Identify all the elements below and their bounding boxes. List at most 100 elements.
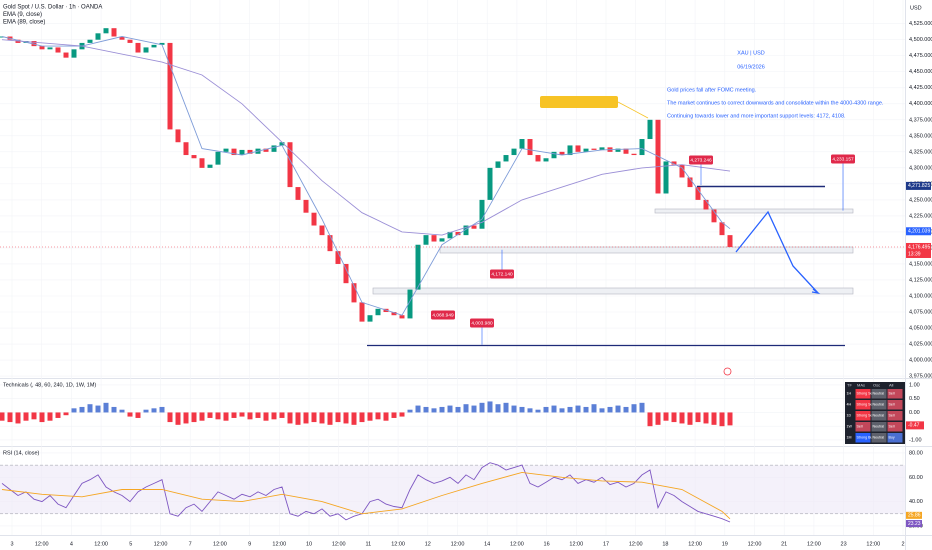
pattern-label [540, 96, 618, 108]
y-tick-label: 4,425.000 [909, 85, 932, 91]
table-cell [855, 389, 871, 399]
price-badge [906, 181, 931, 190]
annotation: 06/19/2026 [737, 64, 765, 70]
histogram-bar [319, 412, 325, 424]
candle [551, 151, 557, 159]
candle [439, 238, 445, 242]
histogram-bar [487, 401, 493, 413]
candle [663, 161, 669, 194]
x-tick-label: 12:00 [688, 541, 702, 547]
histogram-bar [271, 412, 277, 420]
x-tick-label: 11 [366, 541, 372, 547]
table-cell-text: Sell [889, 413, 895, 417]
candle [63, 52, 69, 58]
candle [39, 46, 45, 50]
histogram-bar [431, 408, 437, 413]
support-zone [372, 287, 854, 295]
level-label: 4,003.980 [471, 320, 493, 326]
forecast-arrowhead [811, 288, 821, 295]
y-tick-label: 4,475.000 [909, 53, 932, 59]
plot-area: 4,273.246 4,233.157 4,172.140 4,068.949 4,00… [0, 28, 905, 523]
histogram-bar [287, 412, 293, 424]
candle [455, 231, 461, 236]
y-tick-label: 0.50 [909, 396, 920, 402]
level-badge [431, 310, 455, 320]
candle [471, 225, 477, 229]
table-cell-text: Neutral [873, 391, 885, 395]
candle [143, 47, 149, 53]
histogram-bar [439, 406, 445, 413]
candle [519, 139, 525, 149]
histogram-bar [231, 412, 237, 418]
table-cell [855, 422, 871, 432]
histogram-bar [567, 406, 573, 413]
histogram-bar [703, 412, 709, 424]
candle [647, 119, 653, 140]
x-tick-label: 12:00 [332, 541, 346, 547]
candle [727, 235, 733, 247]
candle [87, 39, 93, 43]
x-tick-label: 12:00 [510, 541, 524, 547]
y-tick-label: 4,125.000 [909, 277, 932, 283]
y-tick-label: 4,150.000 [909, 261, 932, 267]
value-badge-label: 25.86 [908, 513, 921, 519]
y-tick-label: 60.00 [909, 475, 923, 481]
histogram-bar [175, 412, 181, 425]
histogram-bar [663, 412, 669, 421]
candle [311, 212, 317, 226]
histogram-bar [607, 406, 613, 413]
histogram-bar [479, 402, 485, 413]
histogram-bar [511, 405, 517, 413]
indicator-line [1, 36, 731, 316]
candle [71, 49, 77, 58]
price-badge-label: 4,201.039 [908, 229, 930, 235]
table-cell-text: Strong Sell [857, 413, 875, 417]
histogram-bar [375, 412, 381, 420]
candle [575, 145, 581, 152]
histogram-bar [359, 412, 365, 423]
y-tick-label: -1.00 [909, 437, 922, 443]
pattern-pointer [617, 101, 649, 119]
indicator-line [1, 39, 731, 236]
x-tick-label: 12:00 [451, 541, 465, 547]
histogram-bar [399, 412, 405, 417]
table-cell-text: Sell [889, 402, 895, 406]
candle [55, 47, 61, 53]
histogram-bar [543, 406, 549, 413]
histogram-bar [135, 412, 141, 418]
candle [679, 164, 685, 178]
candle [527, 139, 533, 156]
x-tick-label: 18 [662, 541, 668, 547]
x-tick-label: 12:00 [35, 541, 49, 547]
candle [175, 129, 181, 143]
histogram-bar [631, 404, 637, 413]
histogram-bar [335, 412, 341, 423]
histogram-bar [207, 412, 213, 418]
y-tick-label: 3,975.000 [909, 374, 932, 380]
y-tick-label: 4,225.000 [909, 213, 932, 219]
symbol-title: Gold Spot / U.S. Dollar · 1h · OANDA [3, 5, 102, 11]
table-cell [871, 400, 887, 410]
y-tick-label: 4,350.000 [909, 133, 932, 139]
histogram-bar [239, 412, 245, 417]
x-tick-label: 17 [603, 541, 609, 547]
y-tick-label: 4,525.000 [909, 21, 932, 27]
candle [279, 142, 285, 146]
histogram-bar [687, 412, 693, 425]
histogram-bar [71, 408, 77, 413]
candle [559, 151, 565, 156]
histogram-bar [95, 405, 101, 413]
candle [703, 199, 709, 210]
x-tick-label: 4 [70, 541, 73, 547]
histogram-bar [15, 412, 21, 424]
histogram-bar [471, 405, 477, 413]
histogram-bar [559, 408, 565, 413]
x-tick-label: 21 [781, 541, 787, 547]
histogram-bar [599, 408, 605, 413]
table-cell-text: 1W [847, 424, 853, 428]
table-cell-text: Neutral [873, 413, 885, 417]
annotation: The market continues to correct downward… [667, 100, 884, 106]
x-tick-label: 5 [129, 541, 132, 547]
y-tick-label: 4,325.000 [909, 149, 932, 155]
table-cell [855, 433, 871, 443]
